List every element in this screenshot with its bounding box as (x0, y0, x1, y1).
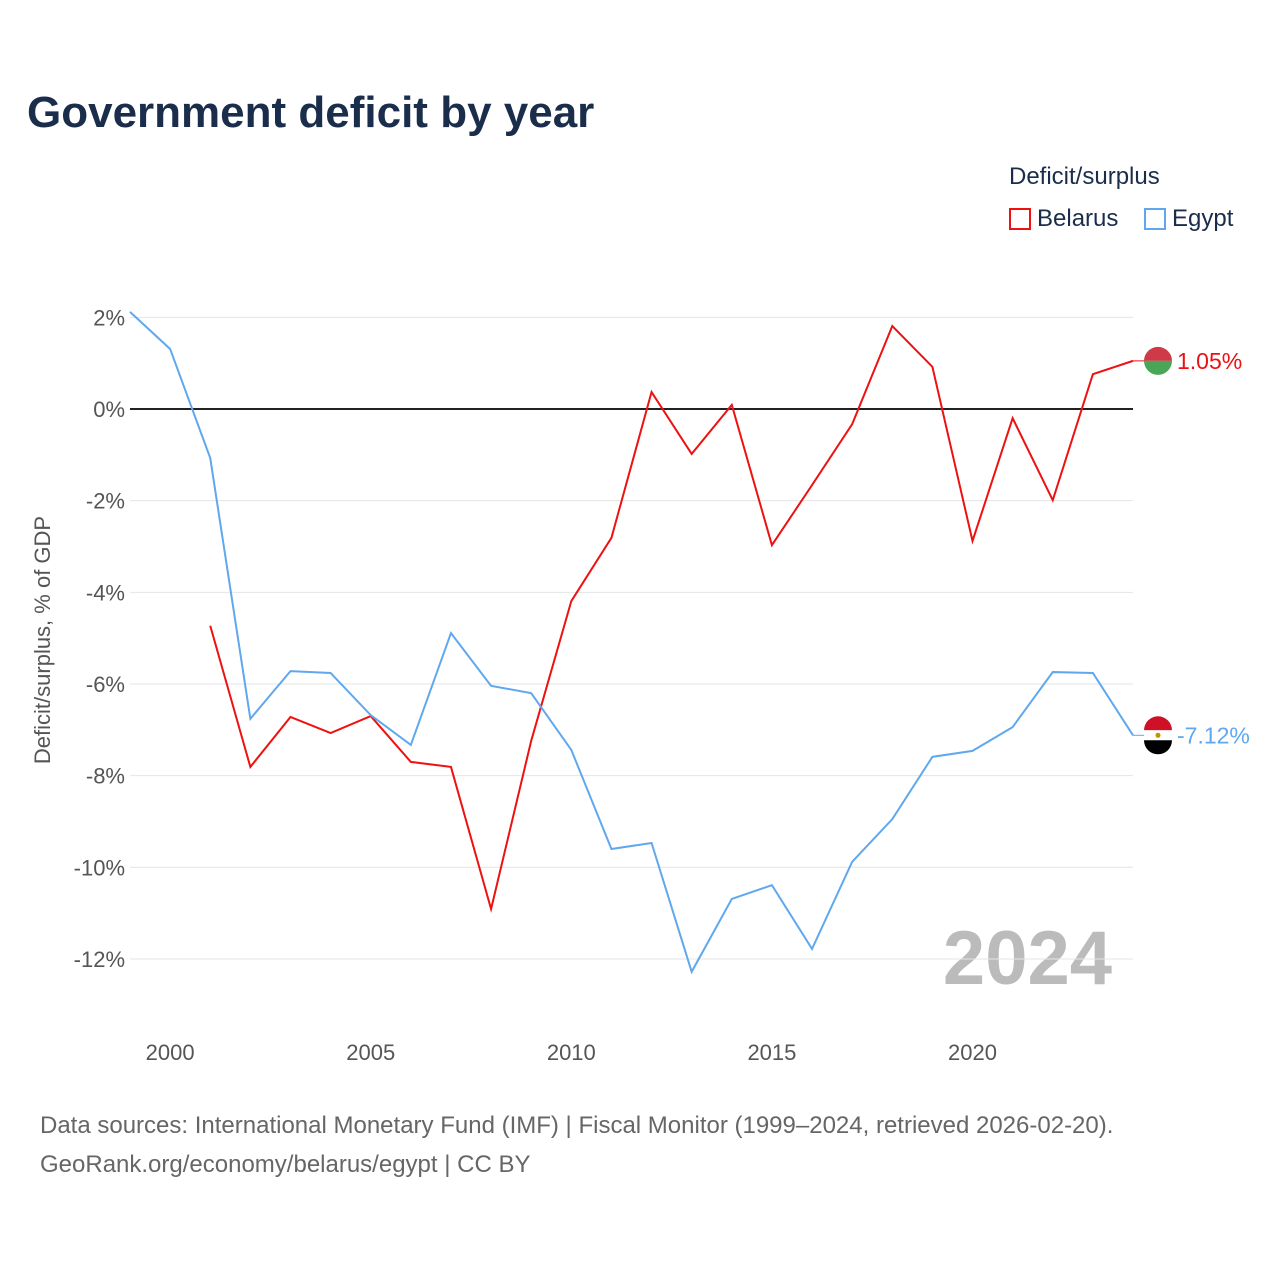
x-tick-label: 2000 (146, 1040, 195, 1065)
flag-red-band (1144, 346, 1172, 361)
legend-title: Deficit/surplus (1009, 163, 1160, 190)
series-line-egypt (129, 311, 1134, 975)
y-tick-label: 2% (93, 305, 125, 330)
end-label-belarus: 1.05% (1177, 348, 1242, 374)
y-tick-label: -8% (86, 764, 125, 789)
y-tick-label: 0% (93, 397, 125, 422)
flag-red-band (1144, 716, 1172, 731)
y-tick-label: -2% (86, 489, 125, 514)
legend-swatch-belarus (1009, 208, 1031, 230)
flag-eagle (1155, 732, 1161, 738)
x-tick-label: 2005 (346, 1040, 395, 1065)
y-tick-label: -10% (74, 855, 125, 880)
flag-icon-egypt (1144, 716, 1172, 755)
end-label-egypt: -7.12% (1177, 722, 1250, 748)
x-tick-label: 2015 (747, 1040, 796, 1065)
y-axis-label: Deficit/surplus, % of GDP (30, 516, 55, 764)
chart-title: Government deficit by year (27, 88, 595, 137)
y-tick-label: -6% (86, 672, 125, 697)
series-line-belarus (209, 324, 1134, 913)
flag-black-band (1144, 740, 1172, 755)
source-note: Data sources: International Monetary Fun… (40, 1106, 1113, 1184)
y-tick-label: -4% (86, 580, 125, 605)
legend-item-belarus[interactable]: Belarus (1009, 205, 1118, 233)
legend-label-belarus: Belarus (1037, 205, 1119, 232)
x-tick-label: 2010 (547, 1040, 596, 1065)
source-line-2: GeoRank.org/economy/belarus/egypt | CC B… (40, 1151, 531, 1178)
y-tick-label: -12% (74, 947, 125, 972)
flag-icon-belarus (1144, 346, 1172, 375)
legend-label-egypt: Egypt (1172, 205, 1234, 232)
x-tick-label: 2020 (948, 1040, 997, 1065)
legend-swatch-egypt (1144, 208, 1166, 230)
source-line-1: Data sources: International Monetary Fun… (40, 1112, 1114, 1139)
flag-green-band (1144, 360, 1172, 375)
legend-item-egypt[interactable]: Egypt (1144, 205, 1233, 233)
